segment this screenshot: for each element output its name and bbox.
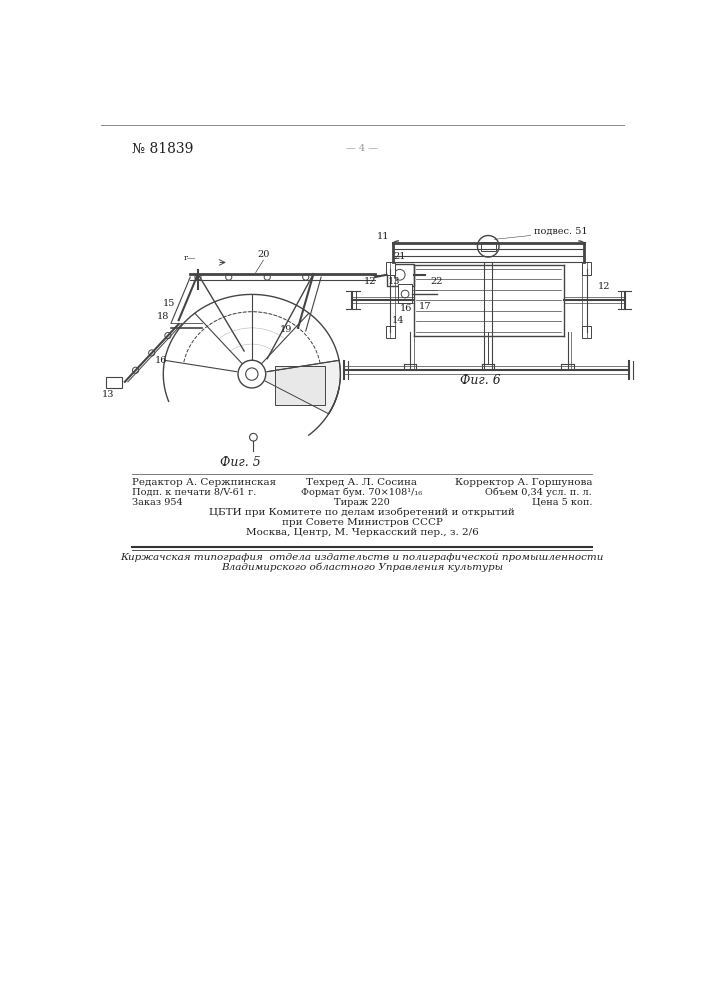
Text: при Совете Министров СССР: при Совете Министров СССР bbox=[281, 518, 443, 527]
Text: Владимирского областного Управления культуры: Владимирского областного Управления куль… bbox=[221, 562, 503, 572]
Text: Тираж 220: Тираж 220 bbox=[334, 498, 390, 507]
Circle shape bbox=[401, 290, 409, 298]
Circle shape bbox=[148, 350, 155, 356]
Text: Заказ 954: Заказ 954 bbox=[132, 498, 183, 507]
Text: 16: 16 bbox=[155, 356, 167, 365]
Text: Фиг. 5: Фиг. 5 bbox=[220, 456, 261, 470]
Circle shape bbox=[250, 433, 257, 441]
Text: № 81839: № 81839 bbox=[132, 141, 194, 155]
Text: 14: 14 bbox=[392, 316, 404, 325]
Bar bbox=[105, 377, 122, 388]
Circle shape bbox=[165, 333, 171, 339]
Text: 13: 13 bbox=[102, 390, 114, 399]
Circle shape bbox=[226, 274, 232, 280]
Circle shape bbox=[303, 274, 309, 280]
Circle shape bbox=[477, 235, 499, 257]
Bar bbox=[582, 262, 592, 275]
Text: 11: 11 bbox=[377, 232, 389, 241]
Text: Цена 5 коп.: Цена 5 коп. bbox=[532, 498, 592, 507]
Text: 18: 18 bbox=[156, 312, 169, 321]
Bar bbox=[386, 326, 395, 338]
Text: Техред А. Л. Сосина: Техред А. Л. Сосина bbox=[306, 478, 417, 487]
Text: 17: 17 bbox=[419, 302, 431, 311]
Text: 19: 19 bbox=[280, 325, 293, 334]
Bar bbox=[386, 262, 395, 275]
Text: 12: 12 bbox=[598, 282, 611, 291]
Circle shape bbox=[264, 274, 270, 280]
Text: 22: 22 bbox=[431, 277, 443, 286]
Text: Киржачская типография  отдела издательств и полиграфической промышленности: Киржачская типография отдела издательств… bbox=[120, 553, 604, 562]
Circle shape bbox=[132, 367, 139, 373]
Text: 16: 16 bbox=[399, 304, 412, 313]
Text: 12: 12 bbox=[363, 277, 376, 286]
Circle shape bbox=[195, 274, 201, 280]
Text: Редактор А. Сержпинская: Редактор А. Сержпинская bbox=[132, 478, 276, 487]
FancyBboxPatch shape bbox=[275, 366, 325, 405]
Text: Москва, Центр, М. Черкасский пер., з. 2/6: Москва, Центр, М. Черкасский пер., з. 2/… bbox=[245, 528, 479, 537]
Circle shape bbox=[395, 269, 405, 280]
Text: — 4 —: — 4 — bbox=[346, 144, 378, 153]
Text: 15: 15 bbox=[163, 299, 175, 308]
Text: Подп. к печати 8/V-61 г.: Подп. к печати 8/V-61 г. bbox=[132, 488, 257, 497]
Text: Фиг. 6: Фиг. 6 bbox=[460, 374, 501, 387]
Text: 21: 21 bbox=[393, 252, 406, 261]
Text: r—: r— bbox=[184, 254, 197, 262]
Circle shape bbox=[238, 360, 266, 388]
Text: подвес. 51: подвес. 51 bbox=[534, 227, 588, 236]
Text: Формат бум. 70×108¹/₁₆: Формат бум. 70×108¹/₁₆ bbox=[301, 487, 423, 497]
Bar bbox=[582, 326, 592, 338]
Bar bbox=[387, 264, 414, 286]
Text: Объем 0,34 усл. п. л.: Объем 0,34 усл. п. л. bbox=[486, 487, 592, 497]
Text: 13: 13 bbox=[388, 277, 401, 286]
Polygon shape bbox=[265, 360, 340, 414]
Text: 20: 20 bbox=[257, 250, 269, 259]
Bar bbox=[481, 242, 496, 251]
Text: ЦБТИ при Комитете по делам изобретений и открытий: ЦБТИ при Комитете по делам изобретений и… bbox=[209, 508, 515, 517]
Bar bbox=[398, 284, 412, 303]
Text: Корректор А. Горшунова: Корректор А. Горшунова bbox=[455, 478, 592, 487]
Circle shape bbox=[246, 368, 258, 380]
